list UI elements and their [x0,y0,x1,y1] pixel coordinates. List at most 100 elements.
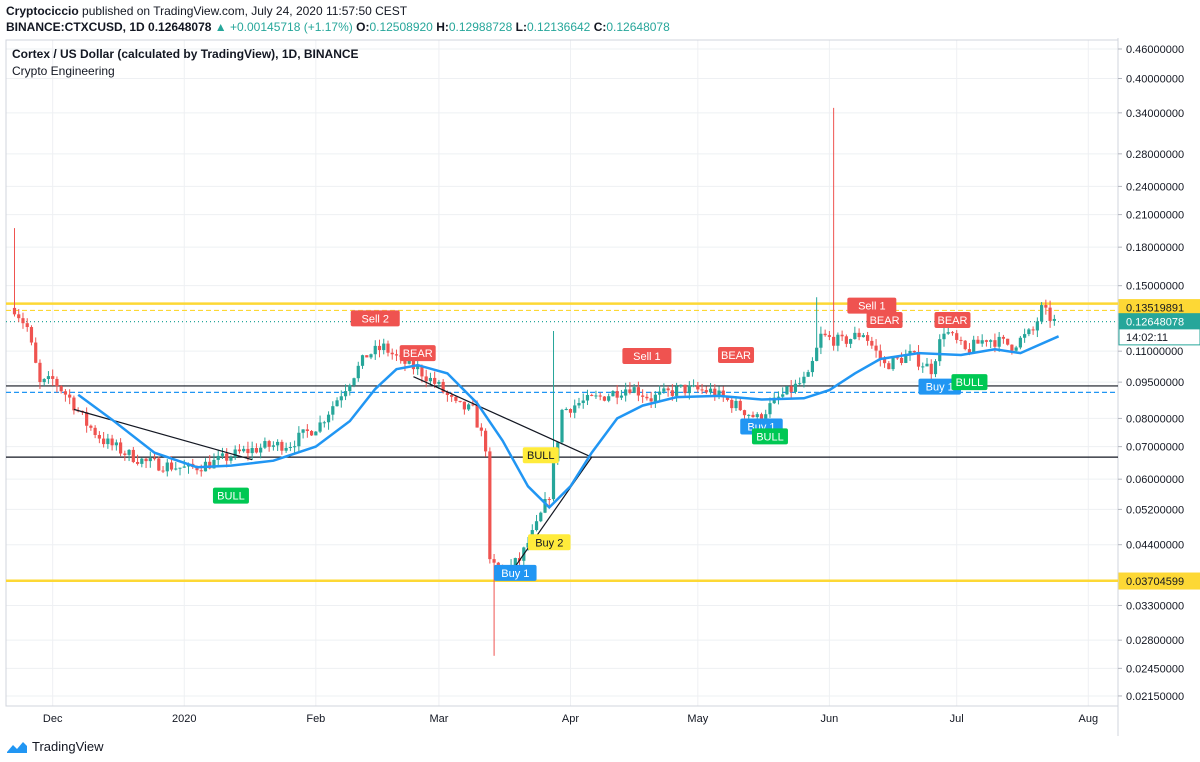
candle-body [492,559,496,563]
candle-body [152,458,157,460]
candle-body [246,448,250,454]
signal-badge [399,345,436,362]
legend-title: Cortex / US Dollar (calculated by Tradin… [12,47,359,61]
candle-body [263,441,267,448]
signal-buy: Buy 1 [494,564,537,581]
y-tick-label: 0.06000000 [1126,474,1184,486]
candle-body [628,389,632,393]
candle-body [980,340,984,344]
candle-body [102,438,106,445]
signal-badge [522,447,559,464]
y-tick-label: 0.02150000 [1126,691,1184,703]
candle-body [539,512,543,522]
author-name[interactable]: Cryptociccio [6,4,79,18]
candle-body [276,441,280,446]
close-value: 0.12648078 [606,20,670,34]
signal-label: BEAR [937,315,967,327]
candle-body [335,400,339,407]
y-tick-label: 0.21000000 [1126,210,1184,222]
y-tick-label: 0.28000000 [1126,149,1184,161]
candle-body [1044,305,1048,308]
signal-bear: BEAR [399,345,436,362]
y-tick-label: 0.11000000 [1126,346,1183,358]
signal-label: Buy 1 [501,568,529,580]
candle-body [471,404,475,406]
price-chart[interactable]: Sell 2 BEAR BULL BULL Buy 2 Buy 1 Sell 1 BEAR Bu… [0,38,1200,738]
signal-badge [212,487,249,504]
candle-body [475,405,479,428]
candle-body [1031,329,1035,331]
candle-body [135,461,140,464]
signal-label: BEAR [403,348,433,360]
candle-body [297,432,301,447]
candle-body [658,391,662,395]
signal-label: BULL [527,450,555,462]
candle-body [394,354,399,356]
signal-badge [951,374,988,391]
candle-body [938,339,942,362]
candle-body [899,357,904,363]
signal-label: BEAR [870,315,900,327]
candle-body [785,386,789,395]
candle-body [611,391,615,397]
x-tick-label: Feb [306,713,325,725]
candle-body [662,388,666,392]
candle-body [1023,334,1027,338]
candle-body [700,389,704,391]
candle-body [870,340,874,346]
candle-body [174,468,178,470]
candle-body [284,447,288,451]
candle-body [908,350,912,356]
candle-body [68,394,72,398]
candle-body [759,414,764,420]
candle-body [747,414,751,416]
candle-body [1027,329,1031,335]
price-label-text: 0.03704599 [1126,576,1184,588]
signal-sell: Sell 1 [847,297,897,314]
price-axis[interactable]: 0.46000000 0.40000000 0.34000000 0.28000000… [1118,44,1184,703]
signal-badge [494,564,537,581]
candle-body [220,453,225,456]
signal-badge [528,534,571,551]
y-tick-label: 0.09500000 [1126,377,1184,389]
candle-body [887,363,891,370]
candle-body [882,359,887,364]
candle-body [123,453,127,455]
candle-body [607,396,611,401]
symbol-label: BINANCE:CTXCUSD, 1D [6,20,145,34]
footer-brand[interactable]: TradingView [32,739,104,754]
candle-body [955,333,959,340]
signal-badge [350,310,400,327]
candle-body [131,449,135,462]
candle-body [454,396,458,401]
candle-body [916,352,921,367]
candle-body [925,363,929,367]
candle-body [687,385,691,394]
candle-body [314,431,318,436]
time-axis[interactable]: Dec 2020 Feb Mar Apr May Jun Jul Aug [43,713,1098,725]
candle-body [577,403,581,406]
candle-body [25,323,29,328]
candle-body [560,409,564,443]
signal-label: Buy 1 [926,382,954,394]
candle-body [819,333,823,348]
candle-body [93,427,97,435]
candle-body [734,400,738,409]
candle-body [895,357,899,359]
candle-body [602,396,607,401]
candle-body [942,333,946,340]
signal-label: Sell 1 [633,351,661,363]
candle-body [157,458,161,471]
candle-body [467,404,471,410]
candle-body [691,385,696,387]
candle-body [827,335,831,337]
candle-body [933,361,938,375]
candle-body [564,409,568,411]
footer: TradingView [6,739,104,754]
indicator-name[interactable]: Crypto Engineering [12,64,115,78]
signal-bull: BULL [951,374,988,391]
candle-body [959,339,963,341]
signal-badge [934,311,971,328]
signal-label: BEAR [721,350,751,362]
candle-body [390,352,394,355]
